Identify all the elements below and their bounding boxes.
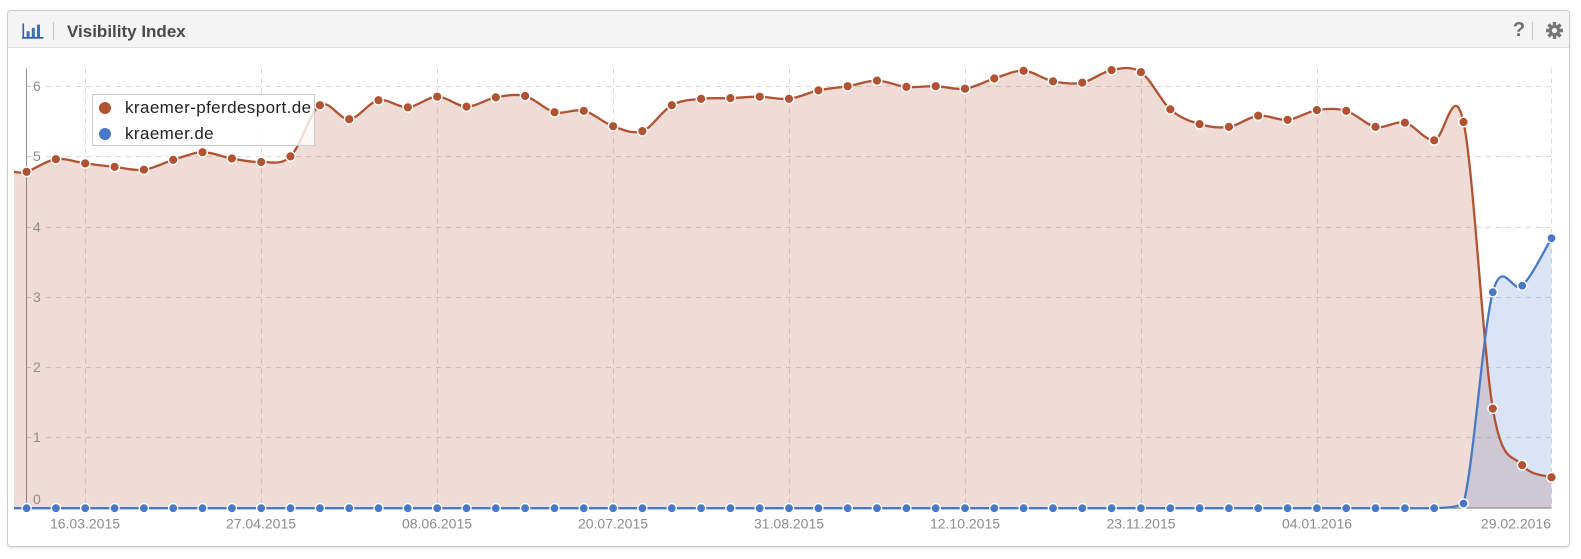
svg-text:04.01.2016: 04.01.2016 <box>1282 516 1352 532</box>
svg-text:20.07.2015: 20.07.2015 <box>578 516 648 532</box>
svg-text:23.11.2015: 23.11.2015 <box>1106 516 1175 532</box>
svg-text:3: 3 <box>33 289 41 305</box>
svg-text:29.02.2016: 29.02.2016 <box>1481 516 1551 532</box>
svg-text:16.03.2015: 16.03.2015 <box>50 516 120 532</box>
svg-text:31.08.2015: 31.08.2015 <box>754 516 824 532</box>
svg-text:5: 5 <box>33 148 41 164</box>
svg-text:27.04.2015: 27.04.2015 <box>226 516 296 532</box>
svg-text:08.06.2015: 08.06.2015 <box>402 516 472 532</box>
svg-text:12.10.2015: 12.10.2015 <box>930 516 1000 532</box>
svg-text:6: 6 <box>33 78 41 94</box>
svg-text:2: 2 <box>33 359 41 375</box>
svg-text:1: 1 <box>33 429 41 445</box>
svg-text:0: 0 <box>33 491 41 507</box>
svg-text:4: 4 <box>33 219 41 235</box>
